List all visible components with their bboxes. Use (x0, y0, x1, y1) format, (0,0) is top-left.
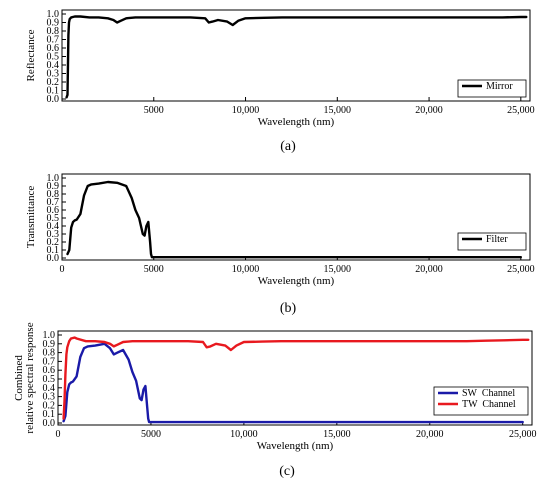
x-tick-label: 20,000 (415, 264, 443, 275)
x-tick-label: 20,000 (416, 429, 444, 440)
panel-label: (c) (279, 464, 295, 479)
x-tick-label: 25,000 (507, 264, 535, 275)
series-line-0 (66, 180, 522, 259)
y-tick-label: 0.9 (47, 18, 60, 29)
y-tick-label: 0.8 (43, 348, 56, 359)
y-tick-label: 0.5 (47, 52, 60, 63)
y-tick-label: 0.2 (47, 237, 60, 248)
y-tick-label: 0.1 (47, 245, 60, 256)
x-axis-label: Wavelength (nm) (258, 275, 335, 287)
y-tick-label: 0.5 (43, 374, 56, 385)
x-tick-label: 0 (60, 264, 65, 275)
legend-entry-label: Mirror (486, 81, 513, 92)
y-tick-label: 0.7 (47, 35, 60, 46)
x-tick-label: 20,000 (415, 105, 443, 116)
y-tick-label: 0.1 (47, 86, 60, 97)
legend-box (433, 386, 529, 416)
y-tick-label: 0.2 (43, 400, 56, 411)
y-tick-label: 0.4 (47, 221, 60, 232)
y-tick-label: 0.9 (47, 181, 60, 192)
y-tick-label: 0.8 (47, 189, 60, 200)
y-axis-label: Reflectance (25, 29, 37, 81)
y-tick-label: 0.4 (47, 60, 60, 71)
x-tick-label: 15,000 (324, 264, 352, 275)
x-tick-label: 5000 (144, 264, 164, 275)
y-tick-label: 0.3 (43, 392, 56, 403)
y-tick-label: 0.0 (47, 94, 60, 105)
plot-frame (61, 173, 531, 261)
y-tick-label: 0.8 (47, 26, 60, 37)
series-line-0 (65, 15, 528, 99)
legend-box (457, 232, 527, 251)
y-tick-label: 0.1 (43, 409, 56, 420)
y-tick-label: 0.9 (43, 339, 56, 350)
legend-entry-label: SW Channel (462, 388, 515, 399)
x-axis-label: Wavelength (nm) (257, 440, 334, 452)
series-line-0 (62, 342, 524, 424)
chart-panel-b: 0.00.10.20.30.40.50.60.70.80.91.0 0 5000 10… (25, 173, 535, 316)
y-tick-label: 0.0 (43, 418, 56, 429)
x-tick-label: 5000 (144, 105, 164, 116)
plot-frame (57, 330, 533, 426)
y-axis-label: Transmittance (25, 186, 37, 249)
y-tick-label: 0.4 (43, 383, 56, 394)
x-tick-label: 5000 (141, 429, 161, 440)
y-axis-label-line-1: Combined (13, 355, 25, 401)
chart-panel-c: 0.00.10.20.30.40.50.60.70.80.91.0 0 5000 10… (13, 322, 536, 479)
y-tick-label: 0.5 (47, 213, 60, 224)
y-tick-label: 1.0 (47, 9, 60, 20)
y-tick-label: 1.0 (47, 173, 60, 184)
legend-entry-label: Filter (486, 234, 508, 245)
y-tick-label: 0.0 (47, 253, 60, 264)
x-axis-label: Wavelength (nm) (258, 116, 335, 128)
panel-label: (a) (280, 139, 296, 154)
x-tick-label: 25,000 (507, 105, 535, 116)
y-tick-label: 0.2 (47, 77, 60, 88)
series-line-1 (62, 336, 530, 420)
x-tick-label: 10,000 (232, 105, 260, 116)
y-tick-label: 0.3 (47, 69, 60, 80)
chart-panel-a: 0.00.10.20.30.40.50.60.70.80.91.0 5000 10,… (25, 9, 535, 154)
x-tick-label: 10,000 (232, 264, 260, 275)
x-tick-label: 25,000 (509, 429, 537, 440)
panel-label: (b) (280, 301, 297, 316)
x-tick-label: 10,000 (230, 429, 258, 440)
y-tick-label: 0.3 (47, 229, 60, 240)
y-tick-label: 0.6 (47, 43, 60, 54)
y-tick-label: 1.0 (43, 330, 56, 341)
x-tick-label: 0 (56, 429, 61, 440)
legend-box (457, 79, 527, 98)
y-tick-label: 0.6 (47, 205, 60, 216)
legend-entry-label: TW Channel (462, 399, 516, 410)
y-tick-label: 0.6 (43, 365, 56, 376)
y-tick-label: 0.7 (43, 356, 56, 367)
x-tick-label: 15,000 (323, 429, 351, 440)
x-tick-label: 15,000 (324, 105, 352, 116)
y-tick-label: 0.7 (47, 197, 60, 208)
plot-frame (61, 9, 531, 102)
y-axis-label-line-2: relative spectral response (24, 322, 36, 433)
